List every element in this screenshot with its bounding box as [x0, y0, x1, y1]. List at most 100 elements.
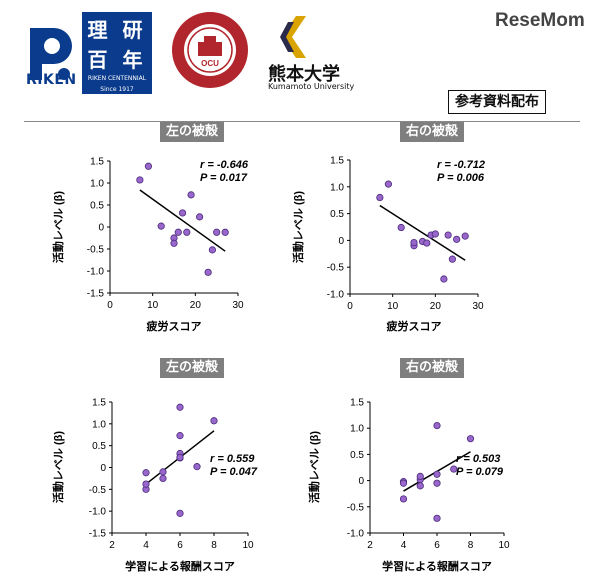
x-tick-label: 10 [242, 540, 254, 551]
data-point [183, 228, 191, 236]
data-point [461, 232, 469, 240]
data-point [136, 176, 144, 184]
y-tick-label: -1.5 [87, 289, 105, 300]
y-tick-label: -0.5 [89, 485, 107, 496]
data-point [384, 180, 392, 188]
data-point [453, 235, 461, 243]
trend-line [379, 204, 466, 261]
kumamoto-name-en: Kumamoto University [268, 82, 355, 91]
x-tick-label: 30 [232, 300, 244, 311]
data-point [448, 255, 456, 263]
data-point [410, 238, 418, 247]
y-tick-label: -1.0 [347, 529, 365, 540]
y-tick-label: 1.5 [350, 398, 364, 409]
y-tick-label: 0.5 [350, 450, 364, 461]
data-point [159, 474, 167, 483]
x-tick-label: 10 [387, 301, 399, 312]
x-tick-label: 10 [147, 300, 159, 311]
y-tick-label: 1.5 [330, 156, 344, 167]
y-tick-label: 1.0 [92, 419, 106, 430]
data-point [210, 417, 218, 425]
data-point [176, 509, 184, 517]
y-tick-label: 1.0 [350, 424, 364, 435]
x-tick-label: 20 [430, 301, 442, 312]
y-tick-label: 1.0 [330, 182, 344, 193]
x-tick-label: 6 [434, 540, 440, 551]
y-tick-label: -1.0 [89, 507, 107, 518]
data-point [431, 230, 439, 238]
r-value-label: r = 0.503 [456, 453, 500, 465]
y-tick-label: -1.0 [327, 290, 345, 301]
data-point [397, 223, 405, 232]
resemom-logo: ReseMom [495, 10, 585, 31]
data-point [176, 403, 184, 411]
y-tick-label: -1.0 [87, 267, 105, 278]
y-axis-label: 活動レベル (β) [307, 431, 321, 503]
data-point [142, 469, 150, 477]
x-tick-label: 10 [498, 540, 510, 551]
x-tick-label: 30 [472, 301, 484, 312]
data-point [208, 246, 216, 254]
y-tick-label: 1.5 [92, 398, 106, 409]
y-tick-label: 0 [98, 223, 104, 234]
data-point [399, 495, 408, 503]
x-axis-label: 疲労スコア [387, 319, 442, 333]
y-tick-label: 0 [358, 476, 364, 487]
x-tick-label: 0 [347, 301, 353, 312]
data-point [440, 275, 448, 283]
y-tick-label: -0.5 [347, 502, 365, 513]
data-point [213, 228, 221, 236]
data-point [174, 228, 182, 236]
p-value-label: P = 0.079 [456, 466, 504, 478]
x-axis-label: 学習による報酬スコア [382, 559, 492, 573]
y-tick-label: -0.5 [87, 245, 105, 256]
y-axis-label: 活動レベル (β) [51, 191, 65, 263]
data-point [170, 239, 178, 247]
data-point [423, 239, 431, 247]
x-tick-label: 6 [177, 540, 183, 551]
x-tick-label: 4 [401, 540, 407, 551]
x-axis-label: 疲労スコア [147, 319, 202, 333]
r-value-label: r = -0.712 [437, 159, 485, 171]
p-value-label: P = 0.017 [200, 172, 248, 184]
header-divider [24, 121, 580, 122]
y-tick-label: -0.5 [327, 263, 345, 274]
y-tick-label: 0.5 [90, 201, 104, 212]
x-tick-label: 2 [367, 540, 373, 551]
svg-text:OCU: OCU [201, 59, 219, 68]
data-point [176, 453, 184, 462]
p-value-label: P = 0.006 [437, 172, 485, 184]
data-point [416, 482, 424, 490]
p-value-label: P = 0.047 [210, 466, 258, 478]
panel2-title: 右の被殻 [400, 122, 465, 142]
x-tick-label: 2 [109, 540, 115, 551]
data-point [142, 480, 150, 488]
data-point [144, 162, 152, 170]
data-point [433, 470, 441, 478]
riken-wordmark: RIKEN [26, 72, 77, 88]
x-tick-label: 20 [190, 300, 202, 311]
r-value-label: r = -0.646 [200, 159, 249, 171]
reference-material-badge: 参考資料配布 [448, 90, 546, 114]
x-tick-label: 8 [211, 540, 217, 551]
y-axis-label: 活動レベル (β) [291, 191, 305, 263]
y-tick-label: -1.5 [89, 529, 107, 540]
data-point [433, 479, 441, 487]
x-tick-label: 8 [468, 540, 474, 551]
data-point [187, 191, 195, 199]
centennial-line1: 理 研 [87, 18, 147, 42]
panel3-title: 左の被殻 [160, 358, 225, 378]
x-tick-label: 4 [143, 540, 149, 551]
y-axis-label: 活動レベル (β) [51, 431, 65, 503]
osaka-city-university-seal: OCU [172, 12, 248, 88]
data-point [433, 514, 441, 522]
centennial-small2: Since 1917 [100, 86, 134, 93]
y-tick-label: 0.5 [330, 209, 344, 220]
y-tick-label: 1.5 [90, 157, 104, 168]
data-point [376, 193, 384, 202]
trend-line [139, 189, 226, 252]
data-point [416, 472, 424, 481]
